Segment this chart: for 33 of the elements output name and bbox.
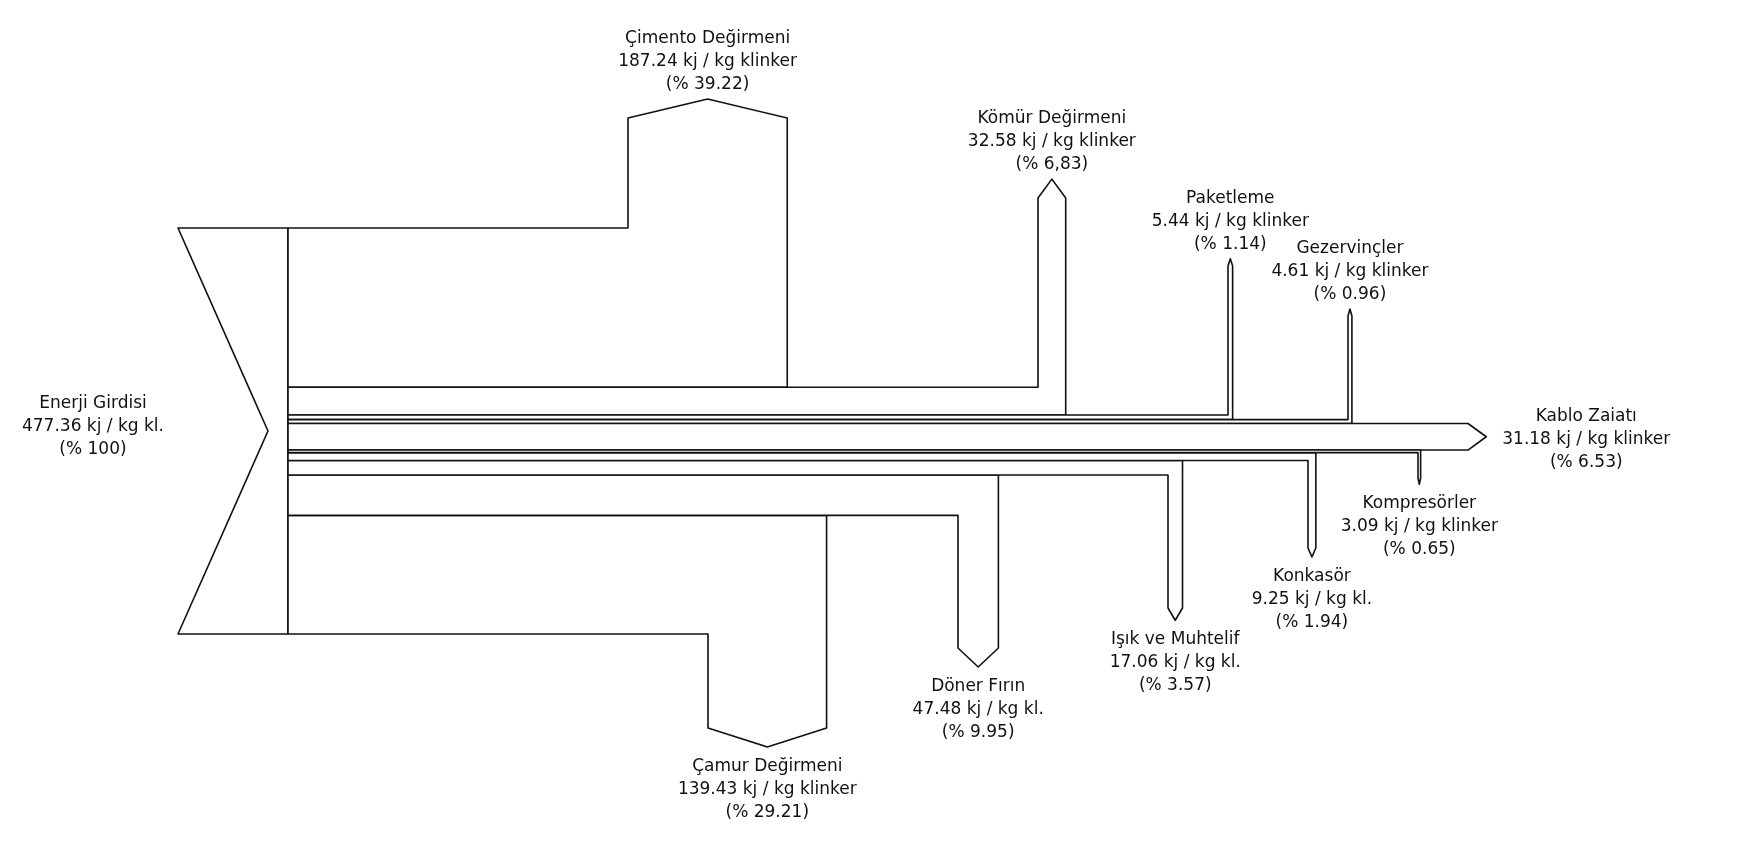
data-label: 187.24 kj / kg klinker [618, 50, 798, 70]
data-label: (% 1.14) [1193, 232, 1267, 253]
category-label: Çimento Değirmeni [625, 27, 791, 47]
category-label: Döner Fırın [931, 675, 1026, 695]
data-label: (% 39.22) [665, 73, 750, 93]
data-label: 9.25 kj / kg kl. [1251, 587, 1373, 608]
category-label: Kömür Değirmeni [977, 107, 1127, 128]
data-label: 3.09 kj / kg klinker [1340, 515, 1498, 536]
data-label: (% 1.94) [1275, 610, 1349, 631]
category-label: Işık ve Muhtelif [1110, 628, 1241, 649]
data-label: 31.18 kj / kg klinker [1502, 427, 1671, 448]
category-label: Paketleme [1186, 186, 1275, 207]
data-label: 5.44 kj / kg klinker [1151, 209, 1309, 230]
data-label: 4.61 kj / kg klinker [1271, 260, 1429, 281]
category-label: Çamur Değirmeni [692, 755, 843, 775]
data-label: 47.48 kj / kg kl. [912, 698, 1044, 718]
data-label: (% 29.21) [725, 801, 810, 821]
category-label: Gezervinçler [1296, 237, 1404, 258]
data-label: (% 6.53) [1549, 450, 1623, 471]
data-label: (% 0.65) [1382, 538, 1456, 559]
data-label: 139.43 kj / kg klinker [677, 778, 857, 798]
data-label: 477.36 kj / kg kl. [21, 415, 165, 435]
data-label: (% 6,83) [1015, 153, 1089, 174]
data-label: 32.58 kj / kg klinker [967, 130, 1136, 151]
data-label: (% 3.57) [1138, 674, 1212, 695]
data-label: (% 0.96) [1313, 283, 1387, 304]
category-label: Enerji Girdisi [39, 392, 147, 412]
category-label: Kablo Zaiatı [1535, 404, 1637, 425]
data-label: (% 9.95) [941, 721, 1015, 741]
category-label: Kompresörler [1362, 492, 1477, 513]
data-label: (% 100) [59, 438, 127, 458]
category-label: Konkasör [1273, 564, 1351, 585]
data-label: 17.06 kj / kg kl. [1109, 651, 1241, 672]
